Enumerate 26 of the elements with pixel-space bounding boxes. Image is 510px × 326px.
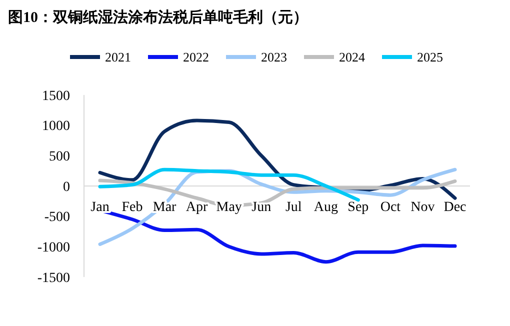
x-tick-label: Mar [152, 200, 177, 215]
y-tick-label: -500 [44, 210, 70, 226]
x-tick-label: Dec [444, 200, 466, 215]
y-tick-label: -1500 [37, 270, 70, 286]
x-tick-label: May [216, 200, 242, 215]
y-tick-label: 1000 [42, 119, 70, 134]
x-tick-label: Sep [348, 200, 369, 215]
y-tick-label: 1500 [42, 88, 70, 104]
legend-label: 2024 [339, 50, 366, 65]
line-series [98, 168, 360, 202]
legend-label: 2025 [417, 50, 443, 65]
x-tick-label: Jun [252, 200, 272, 215]
x-tick-label: Feb [122, 200, 143, 215]
legend-label: 2022 [183, 50, 209, 65]
x-tick-label: Jul [285, 200, 302, 215]
x-tick-label: Aug [314, 200, 338, 215]
legend-label: 2023 [261, 50, 287, 65]
legend-label: 2021 [105, 50, 131, 65]
y-tick-label: -1000 [37, 240, 70, 256]
x-tick-label: Oct [380, 200, 401, 215]
y-tick-label: 0 [63, 180, 70, 195]
chart-title: 图10：双铜纸湿法涂布法税后单吨毛利（元） [8, 9, 308, 26]
x-tick-label: Nov [410, 200, 435, 215]
y-tick-label: 500 [49, 150, 70, 165]
x-tick-label: Apr [186, 200, 208, 215]
x-tick-label: Jan [90, 200, 110, 215]
